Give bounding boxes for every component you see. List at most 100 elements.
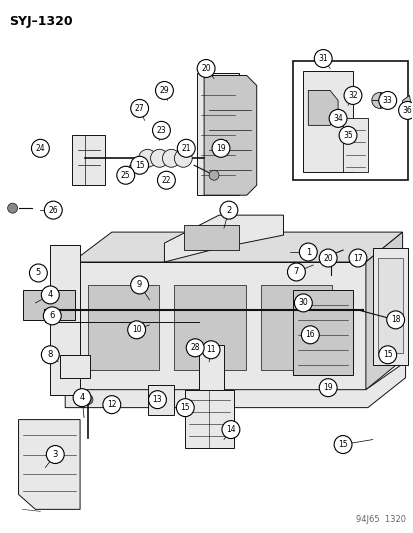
Circle shape [46, 446, 64, 464]
Polygon shape [365, 232, 401, 390]
Circle shape [116, 166, 134, 184]
Polygon shape [22, 290, 75, 320]
Circle shape [398, 101, 413, 119]
Circle shape [348, 249, 366, 267]
Circle shape [378, 346, 396, 364]
Circle shape [43, 307, 61, 325]
Text: 31: 31 [318, 54, 327, 63]
Text: 27: 27 [135, 104, 144, 113]
Polygon shape [72, 135, 104, 185]
Circle shape [313, 50, 331, 68]
Polygon shape [72, 262, 365, 390]
Polygon shape [65, 362, 405, 408]
Circle shape [333, 435, 351, 454]
Text: 15: 15 [382, 350, 392, 359]
Polygon shape [204, 76, 256, 195]
Text: 9: 9 [137, 280, 142, 289]
Bar [174, 285, 245, 370]
Polygon shape [147, 385, 174, 415]
Text: 20: 20 [323, 254, 332, 263]
Text: 20: 20 [201, 64, 210, 73]
Circle shape [328, 109, 346, 127]
Polygon shape [293, 290, 352, 375]
Circle shape [31, 139, 49, 157]
Bar [377, 258, 401, 353]
Text: 16: 16 [305, 330, 314, 340]
Polygon shape [199, 345, 223, 415]
Text: 22: 22 [161, 176, 171, 185]
Text: 7: 7 [293, 268, 298, 277]
Circle shape [294, 294, 311, 312]
Polygon shape [372, 248, 406, 365]
Text: 17: 17 [352, 254, 362, 263]
Text: 36: 36 [402, 106, 411, 115]
Text: 1: 1 [305, 247, 310, 256]
Text: 3: 3 [52, 450, 58, 459]
Bar [88, 285, 159, 370]
Text: 10: 10 [131, 325, 141, 334]
Polygon shape [342, 118, 367, 172]
Circle shape [83, 394, 93, 405]
Text: 35: 35 [342, 131, 352, 140]
Polygon shape [19, 419, 80, 510]
Circle shape [155, 82, 173, 100]
Circle shape [131, 100, 148, 117]
Circle shape [211, 139, 229, 157]
Text: 8: 8 [47, 350, 53, 359]
Bar [184, 225, 238, 250]
Circle shape [138, 149, 156, 167]
Text: 19: 19 [216, 144, 225, 153]
Text: 26: 26 [48, 206, 58, 215]
Polygon shape [185, 390, 233, 448]
Circle shape [152, 122, 170, 139]
Circle shape [209, 170, 218, 180]
Circle shape [386, 311, 404, 329]
Text: 25: 25 [121, 171, 130, 180]
Text: 33: 33 [382, 96, 392, 105]
Text: 28: 28 [190, 343, 199, 352]
Circle shape [127, 321, 145, 339]
Text: 24: 24 [36, 144, 45, 153]
Circle shape [378, 92, 396, 109]
Circle shape [177, 139, 195, 157]
Text: 15: 15 [135, 161, 144, 170]
Circle shape [202, 341, 219, 359]
Polygon shape [197, 72, 238, 195]
Circle shape [197, 60, 214, 77]
Text: 34: 34 [332, 114, 342, 123]
Polygon shape [72, 232, 401, 262]
Text: 6: 6 [50, 311, 55, 320]
Text: 4: 4 [47, 290, 53, 300]
Text: 14: 14 [225, 425, 235, 434]
Circle shape [136, 160, 146, 170]
Circle shape [106, 403, 114, 411]
Circle shape [131, 156, 148, 174]
Text: 15: 15 [337, 440, 347, 449]
Polygon shape [308, 91, 337, 125]
Circle shape [176, 399, 194, 417]
Circle shape [287, 263, 305, 281]
Circle shape [318, 249, 336, 267]
Circle shape [41, 286, 59, 304]
Circle shape [186, 339, 204, 357]
Circle shape [103, 395, 121, 414]
Text: 19: 19 [323, 383, 332, 392]
Circle shape [299, 243, 316, 261]
Text: 5: 5 [36, 269, 41, 278]
Circle shape [174, 149, 192, 167]
Circle shape [343, 86, 361, 104]
Text: 13: 13 [152, 395, 162, 404]
Circle shape [221, 421, 239, 439]
Text: 18: 18 [390, 316, 399, 325]
Text: 23: 23 [156, 126, 166, 135]
Text: 30: 30 [298, 298, 308, 308]
Polygon shape [50, 245, 80, 394]
Bar [260, 285, 331, 370]
Text: SYJ–1320: SYJ–1320 [9, 15, 72, 28]
Circle shape [219, 201, 237, 219]
Polygon shape [164, 215, 283, 262]
Text: 94J65  1320: 94J65 1320 [355, 515, 405, 524]
Circle shape [150, 149, 168, 167]
Circle shape [371, 92, 387, 108]
Circle shape [318, 379, 336, 397]
